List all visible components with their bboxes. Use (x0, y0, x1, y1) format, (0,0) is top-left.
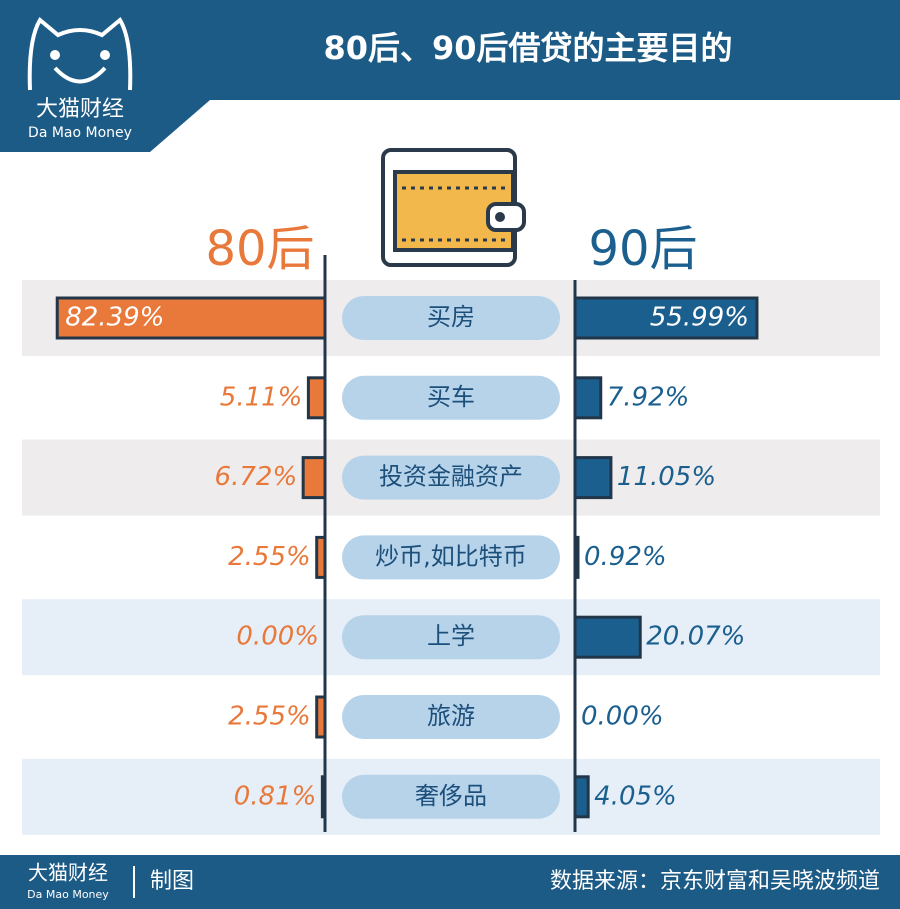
value-label: 20.07% (646, 622, 745, 652)
header-band (0, 0, 900, 152)
chart-title: 80后、90后借贷的主要目的 (323, 29, 732, 67)
series-name: 90后 (588, 221, 697, 277)
category-label: 买车 (427, 383, 475, 411)
bar (573, 376, 603, 420)
category-pill (342, 455, 560, 500)
series-name: 80后 (205, 221, 314, 277)
category-pill (342, 375, 560, 420)
footer-sub: Da Mao Money (27, 888, 109, 901)
value-label: 0.00% (236, 622, 319, 652)
value-label: 2.55% (228, 542, 311, 572)
category-pill (342, 535, 560, 580)
bar (573, 456, 613, 500)
logo-sub: Da Mao Money (28, 125, 132, 141)
value-label: 82.39% (65, 303, 164, 333)
value-label: 6.72% (215, 462, 298, 492)
value-label: 4.05% (594, 781, 677, 811)
category-pill (342, 296, 560, 340)
footer-source: 数据来源：京东财富和吴晓波频道 (550, 869, 880, 894)
wallet-icon (381, 148, 526, 267)
category-label: 买房 (427, 303, 475, 331)
category-label: 投资金融资产 (379, 463, 523, 491)
value-label: 0.81% (234, 781, 317, 811)
value-label: 0.00% (581, 702, 664, 732)
value-label: 2.55% (228, 702, 311, 732)
category-label: 旅游 (427, 702, 475, 730)
footer-band (0, 855, 900, 909)
value-label: 7.92% (607, 382, 690, 412)
bar (306, 376, 327, 420)
bar (301, 456, 327, 500)
category-label: 上学 (427, 622, 475, 650)
category-pill (342, 774, 560, 819)
bar (573, 775, 590, 819)
value-label: 5.11% (220, 382, 303, 412)
footer-credit: 制图 (150, 869, 194, 894)
category-label: 奢侈品 (415, 782, 487, 810)
value-label: 55.99% (650, 303, 749, 333)
footer-name: 大猫财经 (28, 861, 108, 885)
bar (573, 615, 642, 659)
category-pill (342, 695, 560, 739)
value-label: 0.92% (584, 542, 667, 572)
value-label: 11.05% (617, 462, 716, 492)
logo-name: 大猫财经 (36, 97, 124, 122)
category-pill (342, 615, 560, 660)
category-label: 炒币,如比特币 (375, 542, 527, 570)
logo-cat (27, 16, 133, 91)
